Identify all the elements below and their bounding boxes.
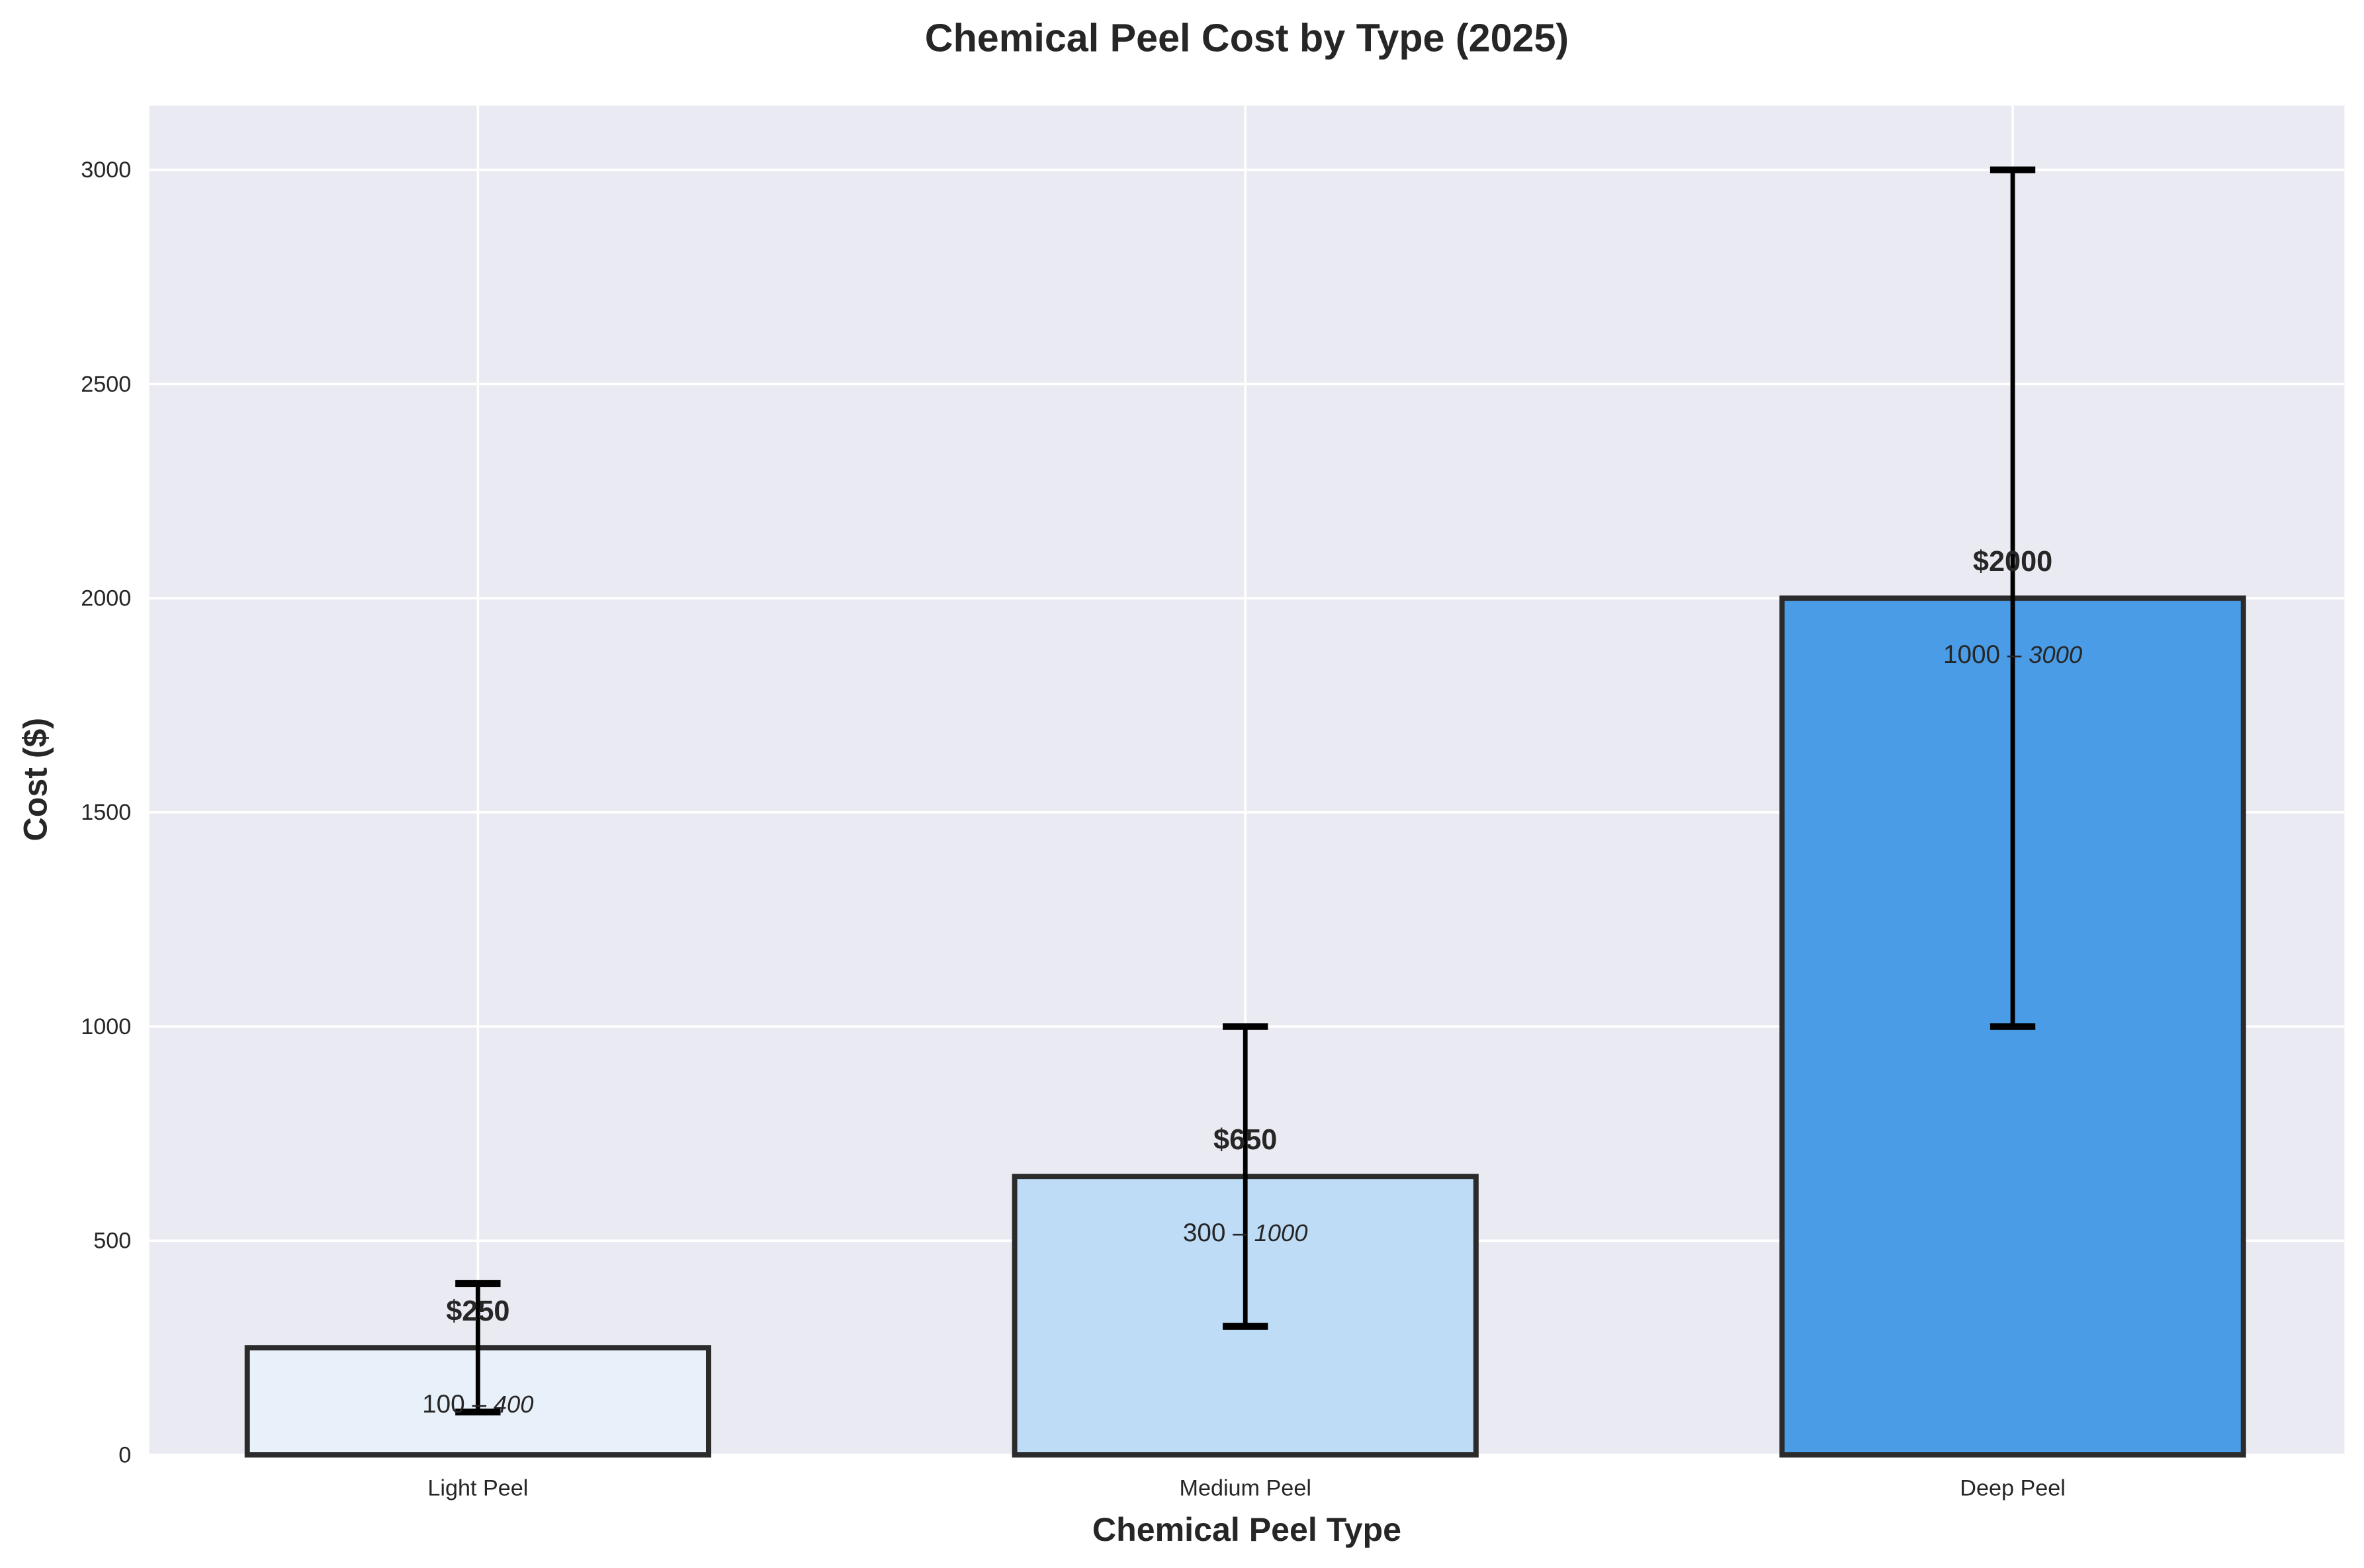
range-label: 300 – 1000 — [1183, 1219, 1308, 1247]
value-label: $250 — [446, 1295, 509, 1327]
x-tick-label: Light Peel — [427, 1476, 528, 1501]
y-tick-label: 1000 — [81, 1014, 131, 1039]
range-high: 3000 — [2029, 641, 2082, 668]
range-high: 400 — [494, 1391, 534, 1418]
value-label: $2000 — [1973, 546, 2052, 578]
range-low: 300 – — [1183, 1219, 1254, 1247]
range-high: 1000 — [1254, 1219, 1308, 1246]
x-tick-label: Deep Peel — [1960, 1476, 2066, 1501]
chart-title: Chemical Peel Cost by Type (2025) — [925, 16, 1569, 60]
x-axis-label: Chemical Peel Type — [1092, 1511, 1401, 1548]
range-low: 1000 – — [1943, 640, 2029, 669]
y-axis-label: Cost ($) — [17, 718, 54, 842]
y-tick-label: 2000 — [81, 586, 131, 611]
y-tick-label: 0 — [118, 1442, 131, 1467]
y-tick-label: 1500 — [81, 800, 131, 825]
value-label: $650 — [1213, 1124, 1277, 1156]
y-tick-label: 3000 — [81, 157, 131, 183]
y-tick-label: 2500 — [81, 372, 131, 397]
range-label: 100 – 400 — [422, 1390, 533, 1418]
y-tick-label: 500 — [93, 1229, 131, 1254]
range-label: 1000 – 3000 — [1943, 640, 2082, 669]
x-tick-label: Medium Peel — [1179, 1476, 1311, 1501]
range-low: 100 – — [422, 1390, 494, 1418]
